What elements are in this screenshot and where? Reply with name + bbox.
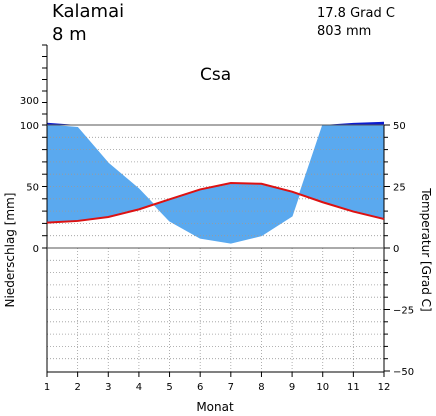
humid-fill xyxy=(47,125,384,244)
temp-tick-label: 50 xyxy=(393,121,406,132)
temperature-line xyxy=(46,182,385,224)
month-tick-label: 8 xyxy=(258,382,264,393)
temp-tick-label: 25 xyxy=(393,183,406,194)
temperature-curve xyxy=(46,182,385,224)
y-axis-left-label: Niederschlag [mm] xyxy=(3,193,17,308)
temp-tick-label: −50 xyxy=(393,367,414,378)
month-tick-label: 2 xyxy=(74,382,80,393)
precip-tick-label: 100 xyxy=(20,121,39,132)
precip-tick-label: 300 xyxy=(20,96,39,107)
axes xyxy=(42,44,390,377)
grid xyxy=(47,136,384,372)
temp-tick-label: 0 xyxy=(393,244,399,255)
station-name: Kalamai xyxy=(52,1,124,22)
climate-class: Csa xyxy=(200,65,231,85)
month-tick-label: 4 xyxy=(136,382,142,393)
month-tick-label: 7 xyxy=(228,382,234,393)
month-tick-label: 9 xyxy=(289,382,295,393)
x-axis-label: Monat xyxy=(196,400,234,414)
temp-tick-label: −25 xyxy=(393,306,414,317)
month-tick-label: 3 xyxy=(105,382,111,393)
month-tick-label: 6 xyxy=(197,382,203,393)
y-axis-right-label: Temperatur [Grad C] xyxy=(419,187,433,311)
precip-tick-label: 0 xyxy=(33,244,39,255)
precip-tick-label: 50 xyxy=(26,183,39,194)
mean-temperature: 17.8 Grad C xyxy=(317,6,395,21)
humid-area xyxy=(47,125,384,244)
annual-precipitation: 803 mm xyxy=(317,24,371,39)
station-elevation: 8 m xyxy=(52,24,87,45)
month-tick-label: 11 xyxy=(347,382,360,393)
month-tick-label: 10 xyxy=(316,382,329,393)
month-tick-label: 5 xyxy=(166,382,172,393)
month-tick-label: 1 xyxy=(44,382,50,393)
month-tick-label: 12 xyxy=(378,382,391,393)
